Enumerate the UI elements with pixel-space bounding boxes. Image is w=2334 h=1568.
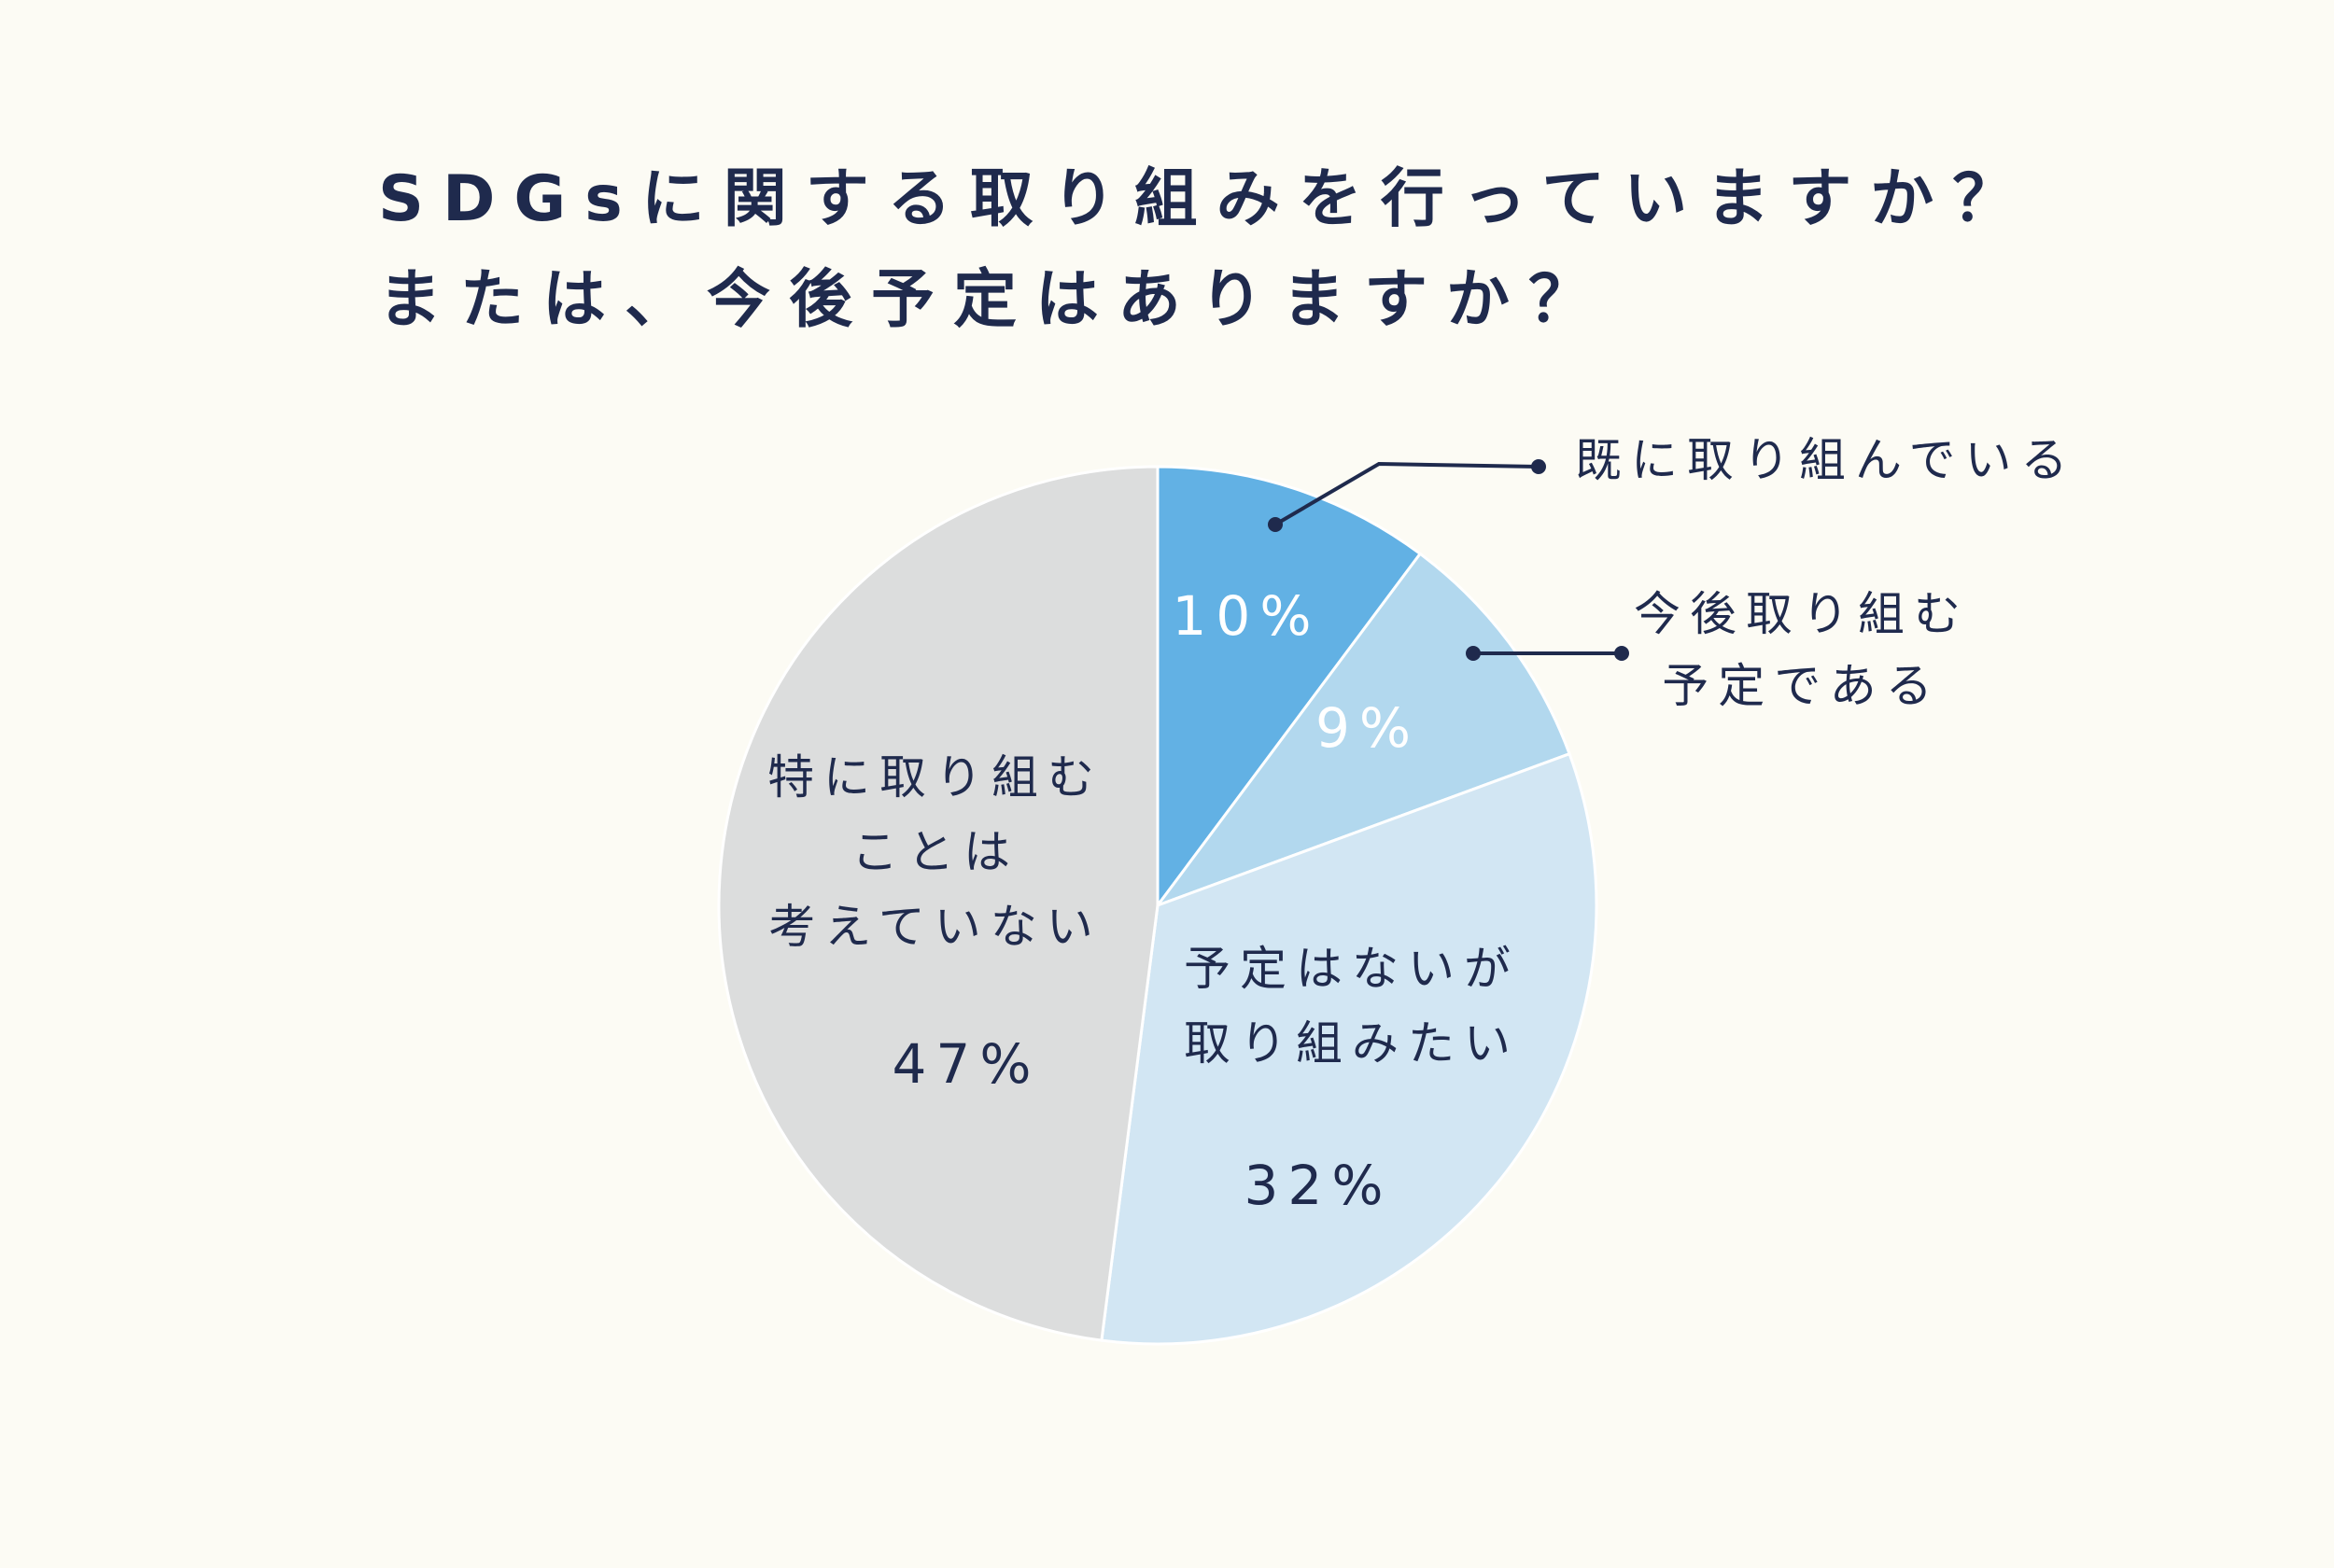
- callout-line-already-doing: [1273, 461, 1540, 526]
- callout-dot-planning-start: [1466, 646, 1481, 661]
- pie-slice-not-considering: [717, 465, 1160, 1342]
- pie-slice-want-to: [1100, 751, 1598, 1346]
- pie-slice-planning: [1153, 552, 1572, 909]
- callout-label-planning-line-2: 予定である: [1662, 659, 1942, 713]
- pie-slice-already-doing: [1156, 465, 1423, 910]
- chart-title-line-2: または、今後予定はありますか？: [378, 263, 1611, 337]
- slice-label-not-considering-line-1: 特に取り組む: [767, 750, 1104, 805]
- slice-label-not-considering-line-3: 考えていない: [768, 900, 1103, 954]
- callout-dot-already-doing-start: [1268, 517, 1283, 532]
- pie-slices: [717, 465, 1598, 1346]
- callout-dot-already-doing-end: [1531, 459, 1546, 474]
- slice-label-want-to-line-1: 予定はないが: [1184, 942, 1520, 996]
- slice-value-planning: 9%: [1315, 696, 1420, 760]
- chart-title: SDGsに関する取り組みを行っていますか？ または、今後予定はありますか？: [378, 149, 2034, 351]
- slice-value-not-considering: 47%: [893, 1032, 1041, 1096]
- slice-value-already-doing: 10%: [1173, 584, 1321, 648]
- chart-title-line-1: SDGsに関する取り組みを行っていますか？: [378, 162, 2035, 236]
- slice-label-not-considering-line-2: ことは: [851, 825, 1019, 879]
- slice-value-want-to: 32%: [1244, 1154, 1393, 1217]
- slice-label-want-to-line-2: 取り組みたい: [1184, 1016, 1520, 1071]
- callout-label-already-doing-line-1: 既に取り組んでいる: [1575, 433, 2077, 487]
- callout-label-planning-line-1: 今後取り組む: [1634, 587, 1970, 641]
- callout-dot-planning-end: [1614, 646, 1629, 661]
